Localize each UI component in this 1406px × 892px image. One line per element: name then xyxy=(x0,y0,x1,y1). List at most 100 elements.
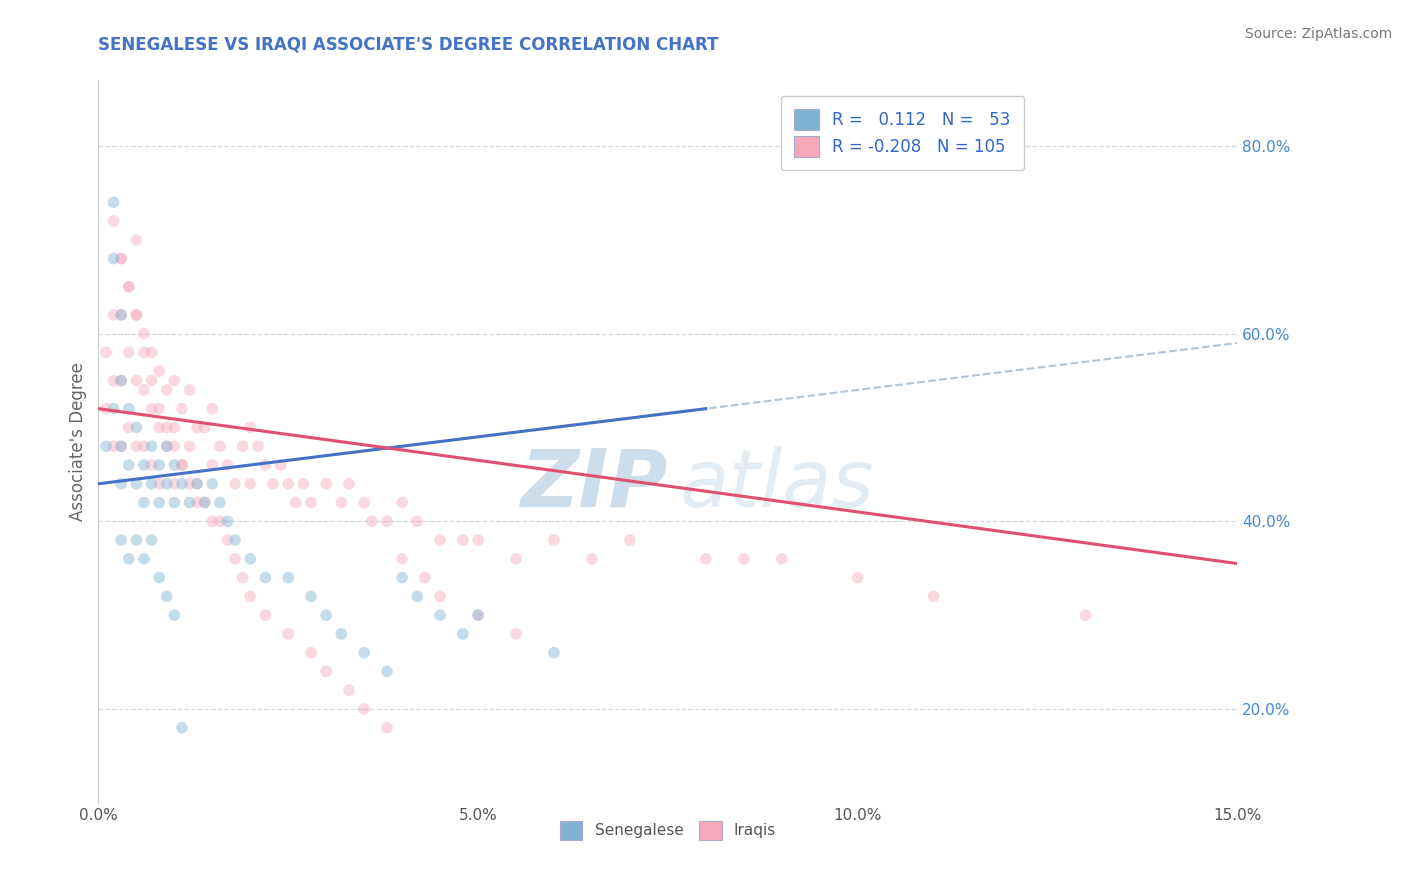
Point xyxy=(208,495,231,509)
Point xyxy=(619,533,641,547)
Point xyxy=(375,721,398,735)
Point xyxy=(132,439,155,453)
Point xyxy=(179,439,201,453)
Point xyxy=(208,439,231,453)
Point xyxy=(467,608,489,623)
Point xyxy=(156,383,179,397)
Point xyxy=(103,252,125,266)
Point xyxy=(254,571,277,585)
Point xyxy=(391,571,413,585)
Text: Source: ZipAtlas.com: Source: ZipAtlas.com xyxy=(1244,27,1392,41)
Point xyxy=(217,458,239,472)
Point xyxy=(110,308,132,322)
Point xyxy=(391,551,413,566)
Point xyxy=(337,683,360,698)
Point xyxy=(277,476,299,491)
Point xyxy=(429,533,451,547)
Point xyxy=(110,252,132,266)
Point xyxy=(360,514,382,528)
Point xyxy=(103,439,125,453)
Point xyxy=(232,571,254,585)
Point xyxy=(232,439,254,453)
Point xyxy=(125,233,148,247)
Point xyxy=(451,627,474,641)
Point xyxy=(186,420,208,434)
Point xyxy=(353,646,375,660)
Point xyxy=(163,608,186,623)
Point xyxy=(292,476,315,491)
Point xyxy=(118,279,141,293)
Point xyxy=(141,533,163,547)
Point xyxy=(315,665,337,679)
Point xyxy=(299,646,322,660)
Point xyxy=(141,374,163,388)
Point xyxy=(156,590,179,604)
Point xyxy=(141,476,163,491)
Point xyxy=(103,308,125,322)
Point xyxy=(125,439,148,453)
Point xyxy=(277,627,299,641)
Point xyxy=(770,551,793,566)
Point xyxy=(118,420,141,434)
Point xyxy=(132,458,155,472)
Point xyxy=(201,476,224,491)
Point xyxy=(110,252,132,266)
Point xyxy=(406,514,429,528)
Point xyxy=(110,439,132,453)
Point xyxy=(406,590,429,604)
Point xyxy=(695,551,717,566)
Point xyxy=(163,476,186,491)
Point xyxy=(581,551,603,566)
Point xyxy=(353,495,375,509)
Point xyxy=(156,476,179,491)
Point xyxy=(194,420,217,434)
Point xyxy=(170,721,193,735)
Point xyxy=(170,458,193,472)
Point xyxy=(110,374,132,388)
Point xyxy=(194,495,217,509)
Point xyxy=(224,551,246,566)
Point xyxy=(125,476,148,491)
Point xyxy=(163,495,186,509)
Point xyxy=(1074,608,1097,623)
Point xyxy=(148,476,170,491)
Point xyxy=(922,590,945,604)
Point xyxy=(391,495,413,509)
Point xyxy=(118,345,141,359)
Point xyxy=(201,514,224,528)
Point xyxy=(94,439,117,453)
Point xyxy=(118,551,141,566)
Point xyxy=(132,495,155,509)
Point xyxy=(467,533,489,547)
Point xyxy=(118,279,141,293)
Point xyxy=(246,439,269,453)
Point xyxy=(179,383,201,397)
Point xyxy=(103,214,125,228)
Point xyxy=(110,439,132,453)
Point xyxy=(94,401,117,416)
Point xyxy=(315,476,337,491)
Point xyxy=(239,590,262,604)
Point xyxy=(125,420,148,434)
Point xyxy=(118,401,141,416)
Point xyxy=(125,308,148,322)
Point xyxy=(330,627,353,641)
Point xyxy=(201,458,224,472)
Point xyxy=(429,608,451,623)
Y-axis label: Associate's Degree: Associate's Degree xyxy=(69,362,87,521)
Point xyxy=(846,571,869,585)
Point xyxy=(163,439,186,453)
Point xyxy=(148,401,170,416)
Point xyxy=(224,476,246,491)
Point xyxy=(254,608,277,623)
Point xyxy=(103,401,125,416)
Point xyxy=(186,476,208,491)
Point xyxy=(163,374,186,388)
Point xyxy=(141,439,163,453)
Point xyxy=(110,533,132,547)
Point xyxy=(299,590,322,604)
Point xyxy=(103,195,125,210)
Point xyxy=(337,476,360,491)
Point xyxy=(163,458,186,472)
Point xyxy=(179,495,201,509)
